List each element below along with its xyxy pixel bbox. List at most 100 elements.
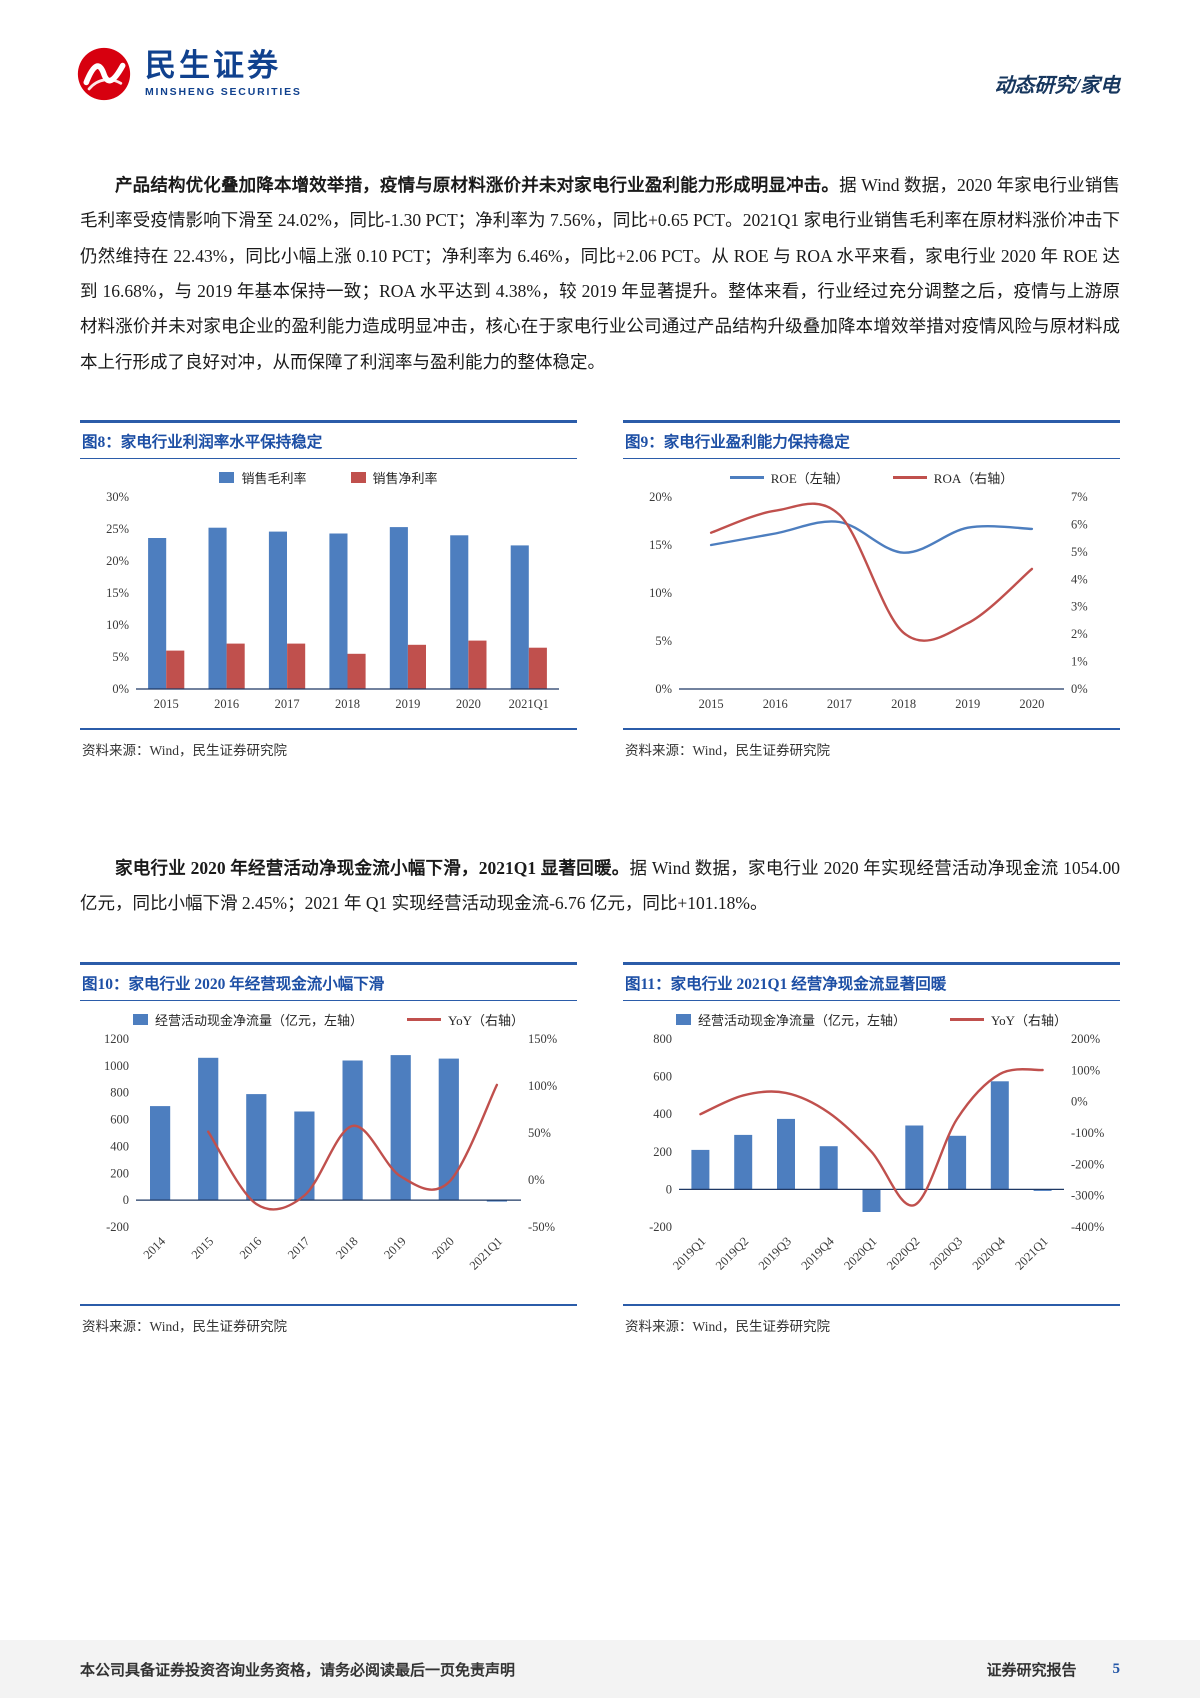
left-axis-label: -200 [649,1220,672,1234]
legend-label: YoY（右轴） [448,1012,524,1028]
bar [510,545,529,690]
bar [329,533,348,690]
bar [1033,1189,1052,1191]
line-series [699,1067,1044,1207]
left-axis-label: 200 [653,1145,672,1159]
left-axis-label: 1000 [104,1059,129,1073]
chart-legend: ROE（左轴） ROA（右轴） [623,463,1120,489]
paragraph-1: 产品结构优化叠加降本增效举措，疫情与原材料涨价并未对家电行业盈利能力形成明显冲击… [80,168,1120,380]
x-axis-label: 2021Q1 [509,697,549,711]
bar [862,1189,881,1212]
brand-text: 民生证券 MINSHENG SECURITIES [145,50,302,98]
x-axis-label: 2020 [456,697,481,711]
x-axis-label: 2019Q3 [756,1234,794,1272]
x-axis-label: 2019Q1 [670,1234,708,1272]
right-axis-label: 100% [1071,1063,1100,1077]
figure-10-chart-canvas: 经营活动现金净流量（亿元，左轴） YoY（右轴） -200 0 200 400 600 800… [80,1001,577,1298]
x-axis-label: 2018 [335,697,360,711]
bar [166,650,185,690]
x-axis-label: 2020Q3 [927,1234,965,1272]
footer-report-type: 证券研究报告 [986,1662,1077,1679]
x-axis-label: 2017 [827,697,852,711]
x-axis-label: 2016 [214,697,239,711]
bar [342,1060,363,1200]
legend-label: 经营活动现金净流量（亿元，左轴） [155,1012,364,1028]
x-axis-label: 2019 [381,1234,409,1262]
brand-block: 民生证券 MINSHENG SECURITIES [76,46,302,102]
legend-bar-marker [676,1013,691,1025]
bar [226,643,245,690]
footer-right: 证券研究报告 5 [986,1659,1120,1680]
legend-item: ROE（左轴） [729,468,849,487]
x-axis-label: 2021Q1 [467,1234,505,1272]
left-axis-label: 10% [106,618,129,632]
bar [208,527,227,690]
legend-line-marker [729,476,764,480]
chart-legend: 销售毛利率 销售净利率 [80,463,577,489]
x-axis-label: 2015 [189,1234,217,1262]
right-axis-label: -300% [1071,1188,1104,1202]
left-axis-label: 20% [106,554,129,568]
brand-name-en: MINSHENG SECURITIES [145,85,302,98]
left-axis-label: 0 [123,1193,129,1207]
left-axis-label: 25% [106,522,129,536]
bar [150,1105,171,1200]
bar [486,1199,507,1202]
right-axis-label: 0% [528,1173,545,1187]
left-axis-label: 0 [666,1182,672,1196]
x-axis-label: 2017 [285,1234,313,1262]
report-category: 动态研究/家电 [994,75,1120,97]
left-axis-label: 15% [649,538,672,552]
figure-11-source: 资料来源：Wind，民生证券研究院 [623,1303,1120,1335]
bar [407,644,426,690]
bar [438,1058,459,1200]
left-axis-label: 10% [649,586,672,600]
legend-item: 经营活动现金净流量（亿元，左轴） [133,1010,363,1029]
bar [287,643,306,690]
right-axis-label: 200% [1071,1032,1100,1046]
figure-10-title: 图10：家电行业 2020 年经营现金流小幅下滑 [80,961,577,1001]
x-axis-label: 2020 [1019,697,1044,711]
right-axis-label: 6% [1071,517,1088,531]
bar [990,1081,1009,1190]
left-axis-label: 5% [112,650,129,664]
x-axis-label: 2014 [141,1233,169,1261]
figure-9: 图9：家电行业盈利能力保持稳定 ROE（左轴） ROA（右轴） 0% 5% 10% 15%… [623,420,1120,759]
bar [468,640,487,690]
right-axis-label: 4% [1071,572,1088,586]
page-header: 民生证券 MINSHENG SECURITIES 动态研究/家电 [0,0,1200,102]
legend-item: 经营活动现金净流量（亿元，左轴） [676,1010,906,1029]
figure-8-title: 图8：家电行业利润率水平保持稳定 [80,420,577,460]
chart-svg: -200 0 200 400 600 800 -400% -300% -200% -100% 0% 1… [649,1032,1104,1273]
left-axis-label: 800 [110,1085,129,1099]
legend-bar-marker [350,472,366,484]
figure-10: 图10：家电行业 2020 年经营现金流小幅下滑 经营活动现金净流量（亿元，左轴… [80,961,577,1335]
figure-11: 图11：家电行业 2021Q1 经营净现金流显著回暖 经营活动现金净流量（亿元，… [623,961,1120,1335]
right-axis-label: 1% [1071,655,1088,669]
bar [450,535,469,690]
left-axis-label: 20% [649,490,672,504]
left-axis-label: 600 [653,1069,672,1083]
x-axis-label: 2019Q2 [713,1234,751,1272]
chart-svg: 0% 5% 10% 15% 20% 25% 30% 2015 2016 2017 2018 2019 2… [106,490,559,711]
bar [389,527,408,690]
legend-item: 销售毛利率 [219,468,307,487]
bar [691,1149,710,1190]
right-axis-label: 2% [1071,627,1088,641]
line-series [709,502,1034,642]
left-axis-label: 15% [106,586,129,600]
legend-label: ROA（右轴） [933,471,1014,487]
right-axis-label: 50% [528,1126,551,1140]
right-axis-label: 150% [528,1032,557,1046]
minsheng-logo-icon [76,46,132,102]
figure-row-1: 图8：家电行业利润率水平保持稳定 销售毛利率 销售净利率 0% 5% 10% 15% 20%… [80,420,1120,759]
legend-label: 经营活动现金净流量（亿元，左轴） [698,1012,907,1028]
bar [268,531,287,690]
paragraph-2: 家电行业 2020 年经营活动净现金流小幅下滑，2021Q1 显著回暖。据 Wi… [80,851,1120,922]
bar [734,1134,753,1190]
legend-item: ROA（右轴） [892,468,1014,487]
left-axis-label: 400 [110,1139,129,1153]
paragraph-2-lead: 家电行业 2020 年经营活动净现金流小幅下滑，2021Q1 显著回暖。 [115,858,630,879]
left-axis-label: -200 [106,1220,129,1234]
figure-8: 图8：家电行业利润率水平保持稳定 销售毛利率 销售净利率 0% 5% 10% 15% 20%… [80,420,577,759]
